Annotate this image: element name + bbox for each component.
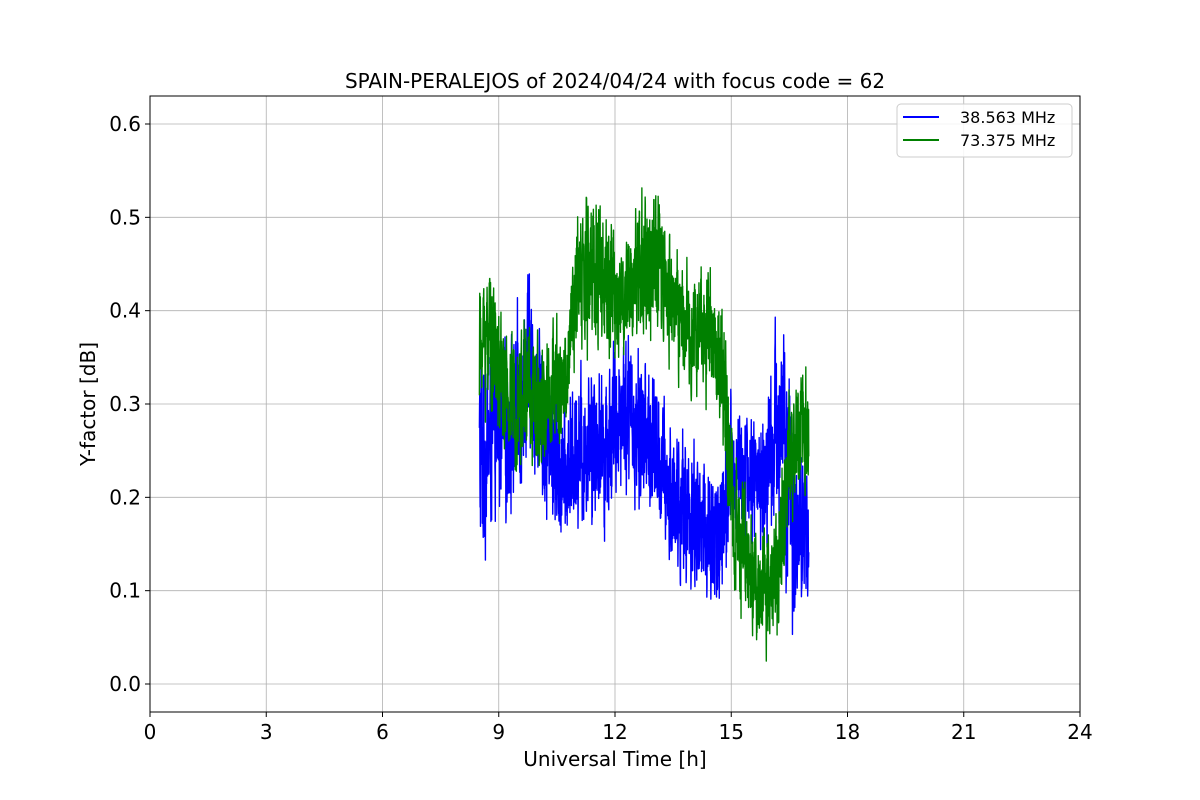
x-tick-label: 18	[835, 720, 860, 744]
legend-box	[896, 103, 1073, 158]
legend-label-1: 73.375 MHz	[960, 131, 1055, 150]
x-tick-label: 12	[602, 720, 627, 744]
legend: 38.563 MHz 73.375 MHz	[896, 103, 1073, 158]
y-tick-label: 0.3	[109, 392, 141, 416]
y-tick-label: 0.0	[109, 672, 141, 696]
plot-area	[478, 187, 810, 662]
y-tick-label: 0.4	[109, 299, 141, 323]
x-tick-label: 24	[1067, 720, 1092, 744]
x-tick-label: 9	[492, 720, 505, 744]
y-tick-label: 0.2	[109, 485, 141, 509]
x-tick-label: 15	[719, 720, 744, 744]
x-tick-label: 6	[376, 720, 389, 744]
y-tick-label: 0.5	[109, 205, 141, 229]
y-tick-label: 0.1	[109, 579, 141, 603]
x-tick-label: 21	[951, 720, 976, 744]
legend-label-0: 38.563 MHz	[960, 108, 1055, 127]
y-tick-label: 0.6	[109, 112, 141, 136]
y-axis-label: Y-factor [dB]	[76, 342, 100, 467]
x-tick-label: 0	[144, 720, 157, 744]
series-line-1	[478, 187, 810, 662]
x-axis-label: Universal Time [h]	[523, 747, 706, 771]
x-tick-label: 3	[260, 720, 273, 744]
x-axis: 0 3 6 9 12 15 18 21 24	[144, 712, 1093, 744]
y-axis: 0.0 0.1 0.2 0.3 0.4 0.5 0.6	[109, 112, 150, 696]
chart-title: SPAIN-PERALEJOS of 2024/04/24 with focus…	[345, 69, 885, 93]
